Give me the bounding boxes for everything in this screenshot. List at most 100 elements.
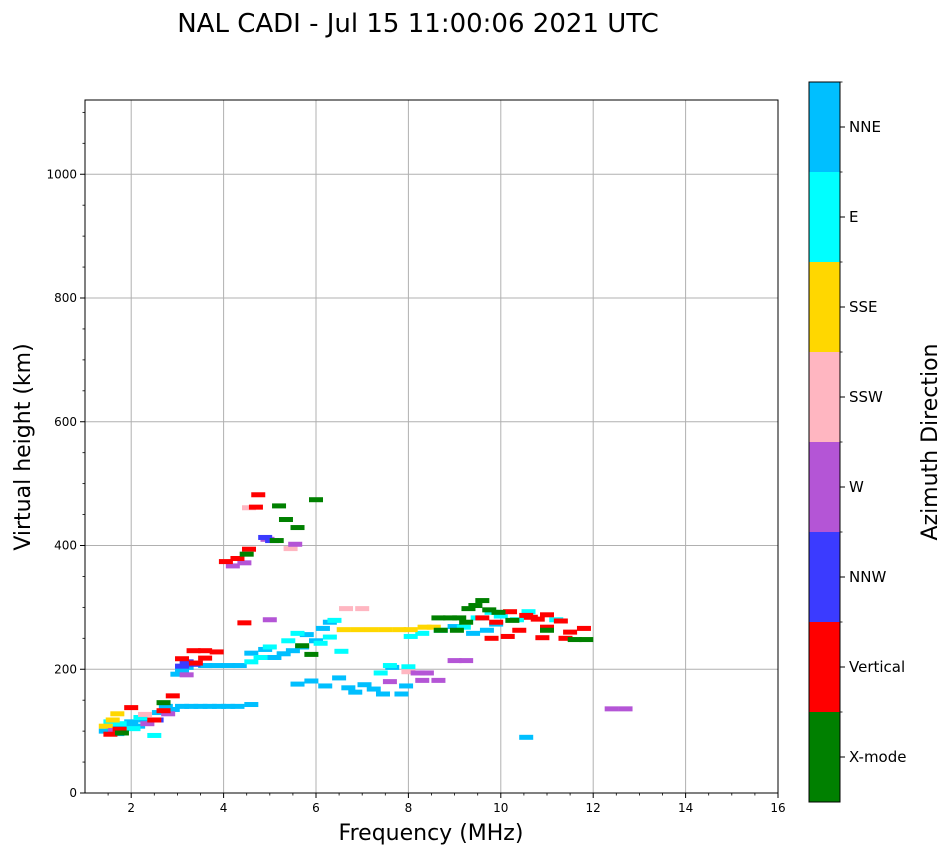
echo-mark-ssw bbox=[138, 711, 153, 717]
echo-mark-e bbox=[126, 726, 141, 732]
echo-mark-vertical bbox=[198, 655, 213, 661]
echo-mark-e bbox=[322, 634, 337, 640]
chart-title: NAL CADI - Jul 15 11:00:06 2021 UTC bbox=[177, 9, 659, 39]
echo-mark-vertical bbox=[237, 620, 252, 626]
echo-mark-x-mode bbox=[431, 615, 446, 621]
echo-mark-vertical bbox=[156, 708, 171, 714]
echo-mark-e bbox=[403, 633, 418, 639]
echo-mark-ssw bbox=[401, 669, 416, 675]
echo-mark-nne bbox=[447, 624, 462, 630]
x-tick-label: 6 bbox=[312, 801, 320, 815]
echo-mark-w bbox=[604, 706, 619, 712]
echo-mark-vertical bbox=[500, 633, 515, 639]
echo-mark-x-mode bbox=[442, 615, 457, 621]
echo-mark-vertical bbox=[248, 504, 263, 510]
echo-mark-w bbox=[225, 563, 240, 569]
echo-mark-nne bbox=[479, 627, 494, 633]
y-tick-label: 200 bbox=[54, 662, 77, 676]
echo-mark-vertical bbox=[553, 618, 568, 624]
echo-mark-w bbox=[288, 541, 303, 547]
echo-mark-x-mode bbox=[475, 598, 490, 604]
echo-mark-x-mode bbox=[505, 617, 520, 623]
colorbar-segment-vertical bbox=[809, 622, 840, 712]
echo-mark-vertical bbox=[186, 648, 201, 654]
echo-mark-ssw bbox=[339, 606, 354, 612]
colorbar-label: E bbox=[849, 208, 858, 226]
colorbar-segment-ssw bbox=[809, 352, 840, 442]
echo-mark-e bbox=[262, 644, 277, 650]
echo-mark-nne bbox=[170, 671, 185, 677]
echo-mark-e bbox=[521, 609, 536, 615]
echo-mark-nne bbox=[332, 675, 347, 681]
y-axis-ticks: 0 200 400 600 800 1000 bbox=[46, 111, 85, 800]
echo-mark-nne bbox=[348, 689, 363, 695]
echo-mark-nnw bbox=[258, 534, 273, 540]
echo-mark-w bbox=[459, 658, 474, 664]
echo-mark-x-mode bbox=[452, 615, 467, 621]
y-axis-title: Virtual height (km) bbox=[11, 343, 36, 550]
echo-mark-sse bbox=[350, 627, 365, 633]
echo-mark-e bbox=[281, 638, 296, 644]
echo-mark-nne bbox=[318, 683, 333, 689]
echo-mark-vertical bbox=[209, 649, 224, 655]
echo-mark-nne bbox=[184, 703, 199, 709]
echo-mark-vertical bbox=[230, 555, 245, 561]
echo-mark-e bbox=[456, 624, 471, 630]
echo-mark-vertical bbox=[540, 612, 554, 618]
y-tick-label: 400 bbox=[54, 539, 77, 553]
echo-mark-sse bbox=[417, 624, 432, 630]
x-tick-label: 14 bbox=[678, 801, 693, 815]
echo-mark-e bbox=[244, 659, 259, 665]
echo-mark-vertical bbox=[218, 559, 233, 565]
echo-mark-e bbox=[415, 630, 430, 636]
echo-mark-x-mode bbox=[272, 503, 287, 509]
echo-mark-x-mode bbox=[579, 637, 594, 643]
x-axis-title: Frequency (MHz) bbox=[339, 821, 524, 846]
echo-mark-w bbox=[179, 672, 194, 678]
echo-mark-nne bbox=[175, 703, 190, 709]
echo-mark-vertical bbox=[489, 619, 504, 625]
echo-mark-x-mode bbox=[309, 497, 323, 503]
echo-mark-vertical bbox=[503, 609, 518, 615]
echo-mark-x-mode bbox=[459, 619, 474, 625]
colorbar-label: NNE bbox=[849, 118, 881, 136]
colorbar-segment-w bbox=[809, 442, 840, 532]
echo-mark-nne bbox=[290, 681, 305, 687]
echo-mark-e bbox=[401, 664, 416, 670]
echo-mark-w bbox=[382, 679, 397, 685]
echo-mark-w bbox=[161, 711, 176, 717]
echo-mark-e bbox=[327, 617, 342, 623]
y-tick-label: 600 bbox=[54, 415, 77, 429]
echo-mark-e bbox=[253, 654, 268, 660]
echo-mark-vertical bbox=[535, 635, 550, 641]
echo-mark-e bbox=[382, 663, 397, 669]
echo-mark-nne bbox=[315, 625, 330, 631]
echo-mark-nne bbox=[221, 703, 236, 709]
echo-mark-e bbox=[112, 721, 127, 727]
echo-mark-nne bbox=[211, 703, 226, 709]
echo-mark-vertical bbox=[563, 629, 578, 635]
x-tick-label: 8 bbox=[405, 801, 413, 815]
echo-mark-vertical bbox=[147, 717, 162, 723]
echo-mark-sse bbox=[98, 723, 113, 729]
echo-mark-x-mode bbox=[295, 643, 310, 649]
echo-mark-nne bbox=[366, 686, 381, 692]
echo-mark-e bbox=[133, 715, 148, 721]
echo-mark-w bbox=[140, 721, 155, 727]
echo-mark-nne bbox=[341, 685, 356, 691]
echo-mark-sse bbox=[426, 624, 441, 630]
x-tick-label: 4 bbox=[220, 801, 228, 815]
echo-mark-sse bbox=[378, 627, 393, 633]
echo-mark-nnw bbox=[175, 663, 190, 669]
echo-mark-vertical bbox=[103, 731, 118, 737]
echo-mark-nne bbox=[519, 734, 534, 740]
echo-mark-vertical bbox=[523, 614, 538, 620]
echo-mark-e bbox=[290, 630, 305, 636]
echo-mark-e bbox=[147, 732, 162, 738]
echo-mark-x-mode bbox=[304, 651, 319, 657]
colorbar-label: Vertical bbox=[849, 658, 905, 676]
echo-mark-x-mode bbox=[290, 525, 305, 531]
echo-mark-x-mode bbox=[482, 607, 497, 613]
echo-mark-nne bbox=[230, 703, 245, 709]
echo-mark-w bbox=[262, 617, 277, 623]
